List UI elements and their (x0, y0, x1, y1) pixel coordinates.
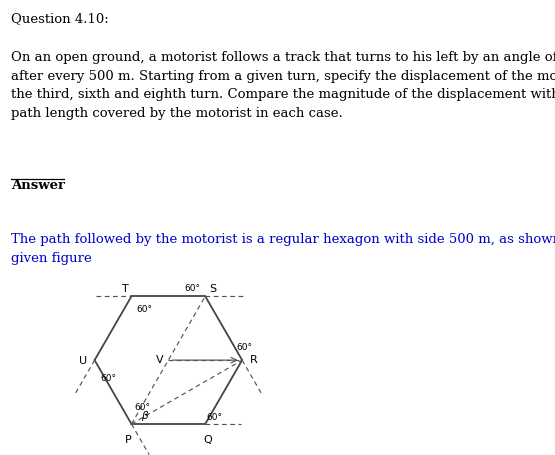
Text: β: β (141, 410, 148, 420)
Text: Answer: Answer (11, 178, 65, 191)
Text: Q: Q (204, 434, 213, 444)
Text: The path followed by the motorist is a regular hexagon with side 500 m, as shown: The path followed by the motorist is a r… (11, 233, 555, 264)
Text: 60°: 60° (206, 412, 222, 421)
Text: Question 4.10:: Question 4.10: (11, 12, 109, 25)
Text: S: S (209, 283, 216, 293)
Text: V: V (155, 354, 163, 364)
Text: 60°: 60° (100, 374, 117, 383)
Text: P: P (125, 434, 132, 444)
Text: U: U (79, 355, 87, 365)
Text: On an open ground, a motorist follows a track that turns to his left by an angle: On an open ground, a motorist follows a … (11, 51, 555, 120)
Text: 60°: 60° (136, 305, 152, 313)
Text: 60°: 60° (134, 403, 150, 412)
Text: 60°: 60° (236, 342, 252, 351)
Text: 60°: 60° (185, 283, 200, 292)
Text: R: R (250, 354, 258, 364)
Text: T: T (122, 283, 129, 293)
